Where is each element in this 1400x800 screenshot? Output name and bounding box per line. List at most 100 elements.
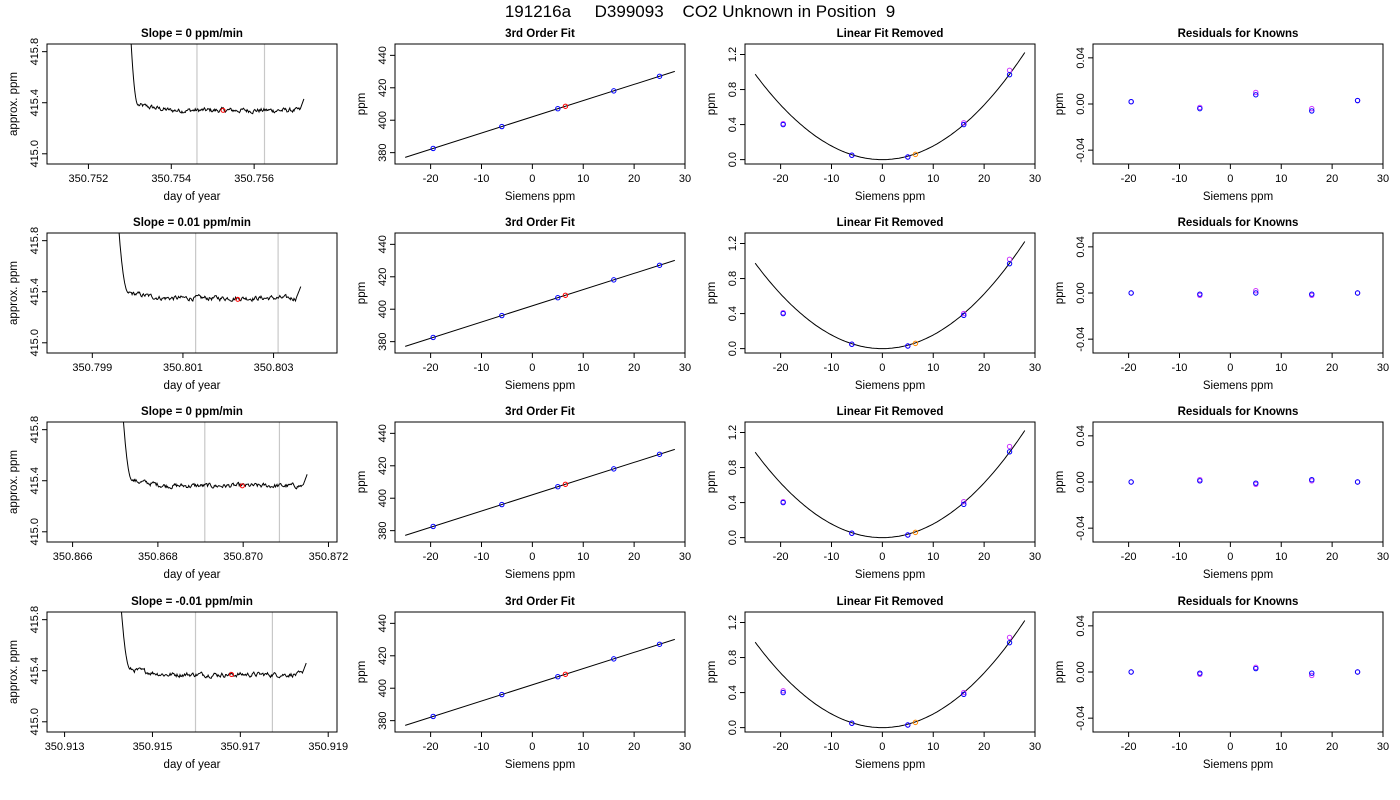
y-tick-label: 0.00	[1075, 661, 1087, 682]
y-tick-label: 400	[377, 300, 389, 318]
chart-panel-1-4: Residuals for Knowns -20 -10 0 10 20 30 -0.04 0.…	[1054, 28, 1389, 203]
plot-area	[754, 52, 1026, 161]
y-tick-label: 0.04	[1075, 425, 1087, 446]
plot-frame	[1092, 232, 1384, 354]
known-point	[1354, 290, 1361, 296]
known-point-alt	[780, 688, 786, 694]
known-point	[611, 88, 617, 94]
known-point-alt	[1006, 634, 1013, 641]
plot-frame	[744, 611, 1036, 733]
plot-area	[754, 241, 1026, 350]
x-tick-label: -10	[824, 173, 840, 185]
y-tick-label: 415.4	[29, 278, 41, 306]
x-tick-label: 350.913	[45, 741, 85, 753]
x-tick-label: 0	[879, 551, 885, 563]
y-axis-label: ppm	[356, 471, 368, 493]
plot-area	[1128, 476, 1361, 488]
chart-panel-1-3: Linear Fit Removed -20 -10 0 10 20 30 0.0 0.4 0.8…	[706, 28, 1041, 203]
known-point	[1309, 670, 1315, 676]
x-tick-label: 0	[1227, 362, 1233, 374]
known-point	[905, 722, 911, 728]
known-point	[1354, 97, 1361, 104]
x-tick-label: -10	[1172, 362, 1188, 374]
x-axis-label: Siemens ppm	[1203, 569, 1273, 581]
chart-title: 3rd Order Fit	[505, 217, 575, 229]
y-tick-label: 380	[377, 332, 389, 350]
x-tick-label: 30	[1029, 362, 1041, 374]
unknown-point	[562, 481, 569, 487]
known-point	[1128, 669, 1134, 675]
plot-frame	[394, 232, 686, 354]
known-point	[1253, 92, 1259, 98]
fit-line	[405, 259, 675, 347]
y-tick-label: 0.4	[727, 685, 739, 700]
y-axis-label: ppm	[356, 282, 368, 304]
x-tick-label: -20	[773, 362, 789, 374]
y-axis-label: ppm	[706, 282, 718, 304]
x-tick-label: 20	[1326, 741, 1338, 753]
page-title: 191216a D399093 CO2 Unknown in Position …	[504, 2, 896, 21]
unknown-marker	[235, 296, 241, 302]
x-tick-label: 20	[628, 173, 640, 185]
x-tick-label: 30	[1377, 173, 1389, 185]
y-tick-label: 0.8	[727, 271, 739, 286]
known-point	[1354, 669, 1361, 675]
known-point	[656, 451, 663, 457]
known-point	[1197, 291, 1203, 297]
chart-title: Slope = 0.01 ppm/min	[133, 217, 251, 229]
known-point	[499, 123, 505, 130]
known-point	[780, 499, 786, 506]
known-point	[849, 720, 855, 726]
known-point	[1128, 290, 1134, 296]
known-point	[1006, 449, 1013, 455]
chart-title: Linear Fit Removed	[837, 217, 944, 229]
plot-frame	[1092, 611, 1384, 733]
x-tick-label: 20	[978, 551, 990, 563]
y-axis-label: approx. ppm	[8, 450, 20, 514]
plot-frame	[744, 421, 1036, 543]
x-tick-label: 0	[879, 741, 885, 753]
plot-area	[405, 70, 675, 158]
known-point	[499, 312, 505, 319]
known-point-alt	[1253, 287, 1259, 294]
y-axis-label: ppm	[1054, 471, 1066, 493]
x-tick-label: -10	[474, 173, 490, 185]
x-tick-label: -20	[1121, 362, 1137, 374]
chart-panel-2-2: 3rd Order Fit -20 -10 0 10 20 30 380 400 420 440 Si…	[356, 217, 691, 392]
chart-panel-1-1: Slope = 0 ppm/min 350.752 350.754 350.756 41…	[8, 28, 338, 203]
y-tick-label: 415.8	[29, 227, 41, 255]
known-point	[1309, 476, 1315, 483]
plot-frame	[46, 43, 338, 165]
x-tick-label: 20	[628, 551, 640, 563]
y-tick-label: 415.8	[29, 38, 41, 66]
known-point	[1309, 108, 1315, 114]
x-tick-label: 20	[628, 362, 640, 374]
x-tick-label: 350.872	[309, 551, 349, 563]
known-point	[1128, 479, 1134, 485]
y-tick-label: 420	[377, 268, 389, 286]
x-axis-label: day of year	[164, 380, 221, 392]
x-tick-label: 10	[927, 551, 939, 563]
fit-curve	[754, 52, 1026, 161]
x-axis-label: day of year	[164, 569, 221, 581]
chart-panel-3-1: Slope = 0 ppm/min 350.866 350.868 350.870 35…	[8, 406, 349, 581]
y-tick-label: 0.4	[727, 117, 739, 132]
y-axis-label: ppm	[356, 661, 368, 683]
unknown-marker	[220, 107, 226, 113]
x-tick-label: 20	[1326, 551, 1338, 563]
x-axis-label: Siemens ppm	[855, 569, 925, 581]
x-tick-label: 350.915	[133, 741, 173, 753]
x-tick-label: 10	[577, 173, 589, 185]
plot-frame	[46, 611, 338, 733]
y-tick-label: 0.4	[727, 495, 739, 510]
known-point	[849, 152, 855, 158]
y-tick-label: 380	[377, 143, 389, 161]
known-point	[611, 466, 617, 472]
known-point-alt	[1006, 256, 1013, 262]
chart-title: 3rd Order Fit	[505, 28, 575, 40]
known-point	[780, 310, 786, 317]
y-tick-label: 420	[377, 457, 389, 475]
chart-panel-3-4: Residuals for Knowns -20 -10 0 10 20 30 -0.04 0.…	[1054, 406, 1389, 581]
x-tick-label: 10	[927, 741, 939, 753]
x-tick-label: 30	[1029, 741, 1041, 753]
